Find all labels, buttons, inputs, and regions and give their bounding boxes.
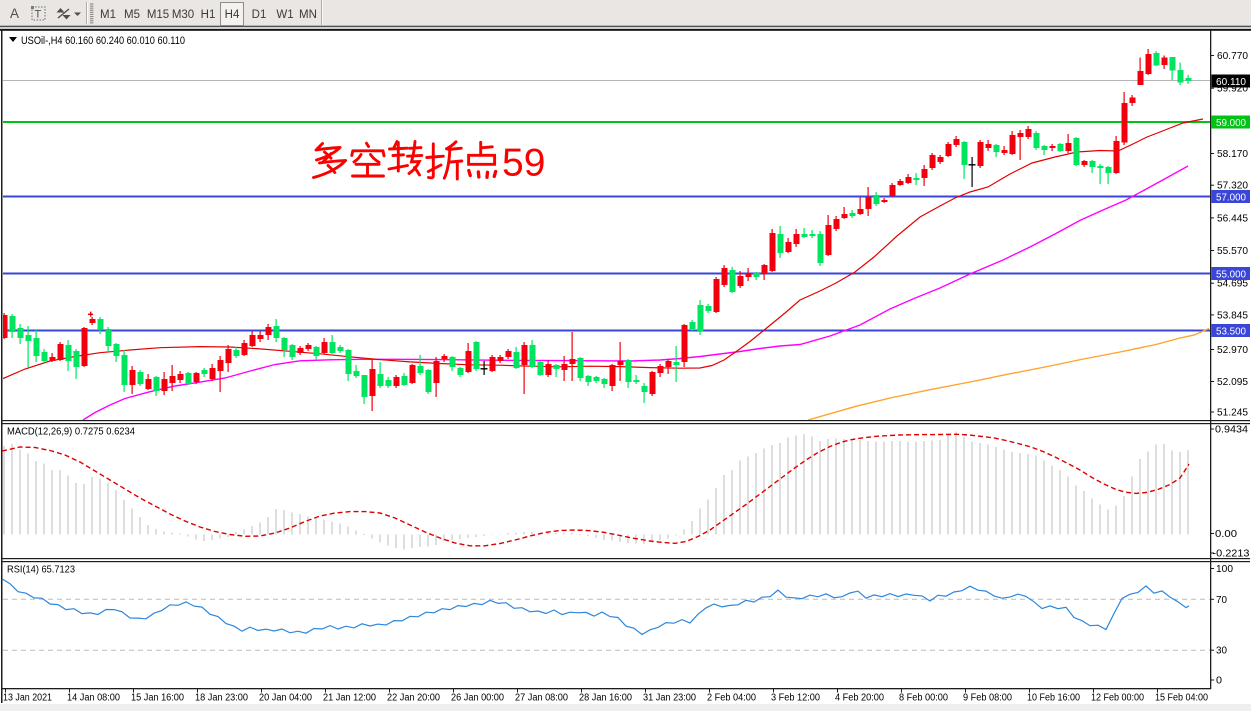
svg-text:59.000: 59.000 — [1216, 117, 1246, 129]
svg-text:26 Jan 00:00: 26 Jan 00:00 — [451, 693, 504, 704]
svg-text:30: 30 — [1216, 645, 1227, 657]
svg-text:14 Jan 08:00: 14 Jan 08:00 — [67, 693, 120, 704]
svg-text:M5: M5 — [124, 9, 140, 21]
svg-text:51.245: 51.245 — [1217, 407, 1248, 419]
svg-text:4 Feb 20:00: 4 Feb 20:00 — [835, 693, 884, 704]
svg-text:8 Feb 00:00: 8 Feb 00:00 — [899, 693, 948, 704]
svg-text:57.320: 57.320 — [1217, 180, 1248, 192]
svg-text:53.845: 53.845 — [1217, 309, 1248, 321]
svg-text:13 Jan 2021: 13 Jan 2021 — [3, 693, 52, 704]
svg-text:USOil-,H4 60.160 60.240 60.01: USOil-,H4 60.160 60.240 60.010 60.110 — [21, 35, 185, 47]
svg-text:20 Jan 04:00: 20 Jan 04:00 — [259, 693, 312, 704]
svg-text:D1: D1 — [252, 9, 267, 21]
svg-text:A: A — [10, 6, 19, 21]
svg-text:60.110: 60.110 — [1216, 76, 1246, 88]
svg-text:18 Jan 23:00: 18 Jan 23:00 — [195, 693, 248, 704]
svg-text:28 Jan 16:00: 28 Jan 16:00 — [579, 693, 632, 704]
svg-text:52.095: 52.095 — [1217, 376, 1248, 388]
svg-text:0: 0 — [1216, 675, 1222, 687]
svg-text:10 Feb 16:00: 10 Feb 16:00 — [1027, 693, 1080, 704]
svg-text:70: 70 — [1216, 594, 1227, 606]
svg-text:M15: M15 — [147, 9, 169, 21]
svg-text:T: T — [35, 9, 42, 21]
svg-text:3 Feb 12:00: 3 Feb 12:00 — [771, 693, 820, 704]
svg-text:M1: M1 — [100, 9, 116, 21]
svg-text:21 Jan 12:00: 21 Jan 12:00 — [323, 693, 376, 704]
svg-text:12 Feb 00:00: 12 Feb 00:00 — [1091, 693, 1144, 704]
svg-text:58.170: 58.170 — [1217, 148, 1248, 160]
svg-text:M30: M30 — [172, 9, 194, 21]
svg-text:57.000: 57.000 — [1216, 191, 1246, 203]
svg-text:31 Jan 23:00: 31 Jan 23:00 — [643, 693, 696, 704]
svg-text:100: 100 — [1216, 563, 1233, 575]
svg-text:55.570: 55.570 — [1217, 245, 1248, 257]
svg-text:15 Feb 04:00: 15 Feb 04:00 — [1155, 693, 1208, 704]
svg-text:52.970: 52.970 — [1217, 344, 1248, 356]
svg-text:22 Jan 20:00: 22 Jan 20:00 — [387, 693, 440, 704]
svg-text:W1: W1 — [276, 9, 293, 21]
svg-text:MN: MN — [299, 9, 317, 21]
svg-text:53.500: 53.500 — [1216, 325, 1246, 337]
svg-text:15 Jan 16:00: 15 Jan 16:00 — [131, 693, 184, 704]
svg-text:MACD(12,26,9) 0.7275 0.6234: MACD(12,26,9) 0.7275 0.6234 — [7, 426, 135, 438]
svg-text:H4: H4 — [225, 9, 240, 21]
svg-text:27 Jan 08:00: 27 Jan 08:00 — [515, 693, 568, 704]
svg-text:56.445: 56.445 — [1217, 212, 1248, 224]
svg-text:59: 59 — [502, 142, 545, 185]
svg-text:9 Feb 08:00: 9 Feb 08:00 — [963, 693, 1012, 704]
svg-text:H1: H1 — [201, 9, 216, 21]
svg-text:-0.2213: -0.2213 — [1213, 548, 1250, 560]
svg-text:60.770: 60.770 — [1217, 50, 1248, 62]
svg-text:54.695: 54.695 — [1217, 278, 1248, 290]
svg-text:0.9434: 0.9434 — [1215, 424, 1248, 436]
svg-text:RSI(14) 65.7123: RSI(14) 65.7123 — [7, 564, 75, 576]
svg-text:2 Feb 04:00: 2 Feb 04:00 — [707, 693, 756, 704]
svg-text:0.00: 0.00 — [1215, 528, 1237, 540]
svg-text:55.000: 55.000 — [1216, 268, 1246, 280]
